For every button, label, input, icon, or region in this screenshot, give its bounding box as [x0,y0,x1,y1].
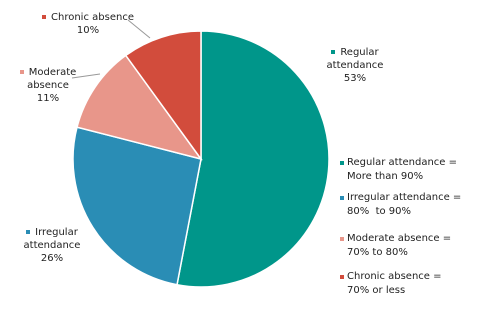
leader-line [127,19,151,39]
data-label: Irregular attendance 26% [12,226,92,265]
legend-label: More than 90% [347,171,424,182]
pie-slice [176,30,330,288]
label-name-line: Chronic absence [18,11,158,24]
label-value: 10% [76,25,100,36]
legend-label: 70% or less [347,285,406,296]
legend-label: Irregular attendance = [347,192,462,203]
legend-entry: Irregular attendance = 80% to 90% [340,191,461,219]
label-value: 11% [36,93,60,104]
legend-entry: Moderate absence = 70% to 80% [340,232,451,260]
legend-swatch [340,161,344,165]
legend-label: Chronic absence = [347,271,442,282]
label-name: Regular attendance [326,47,384,71]
label-name-line: Regular attendance [315,46,395,72]
label-name-line: Irregular attendance [12,226,92,252]
leader-line [71,73,101,79]
label-value: 26% [40,253,64,264]
pie-slice [124,30,202,162]
legend-swatch [340,237,344,241]
label-bullet [331,50,336,54]
legend-label: 70% to 80% [347,247,408,258]
data-label: Regular attendance 53% [315,46,395,85]
label-name: Moderate absence [27,67,77,91]
legend-entry: Chronic absence = 70% or less [340,270,442,298]
label-name: Chronic absence [51,12,134,23]
data-label: Moderate absence 11% [8,66,88,105]
pie-slice [76,54,203,161]
legend-label: Regular attendance = [347,157,458,168]
label-name-line: Moderate absence [8,66,88,92]
label-value: 53% [343,73,367,84]
label-bullet [19,70,24,74]
label-bullet [26,230,31,234]
legend-swatch [340,196,344,200]
legend-label: 80% to 90% [347,206,412,217]
pie-slice [72,126,202,286]
legend-swatch [340,275,344,279]
label-name: Irregular attendance [23,227,81,251]
data-label: Chronic absence 10% [18,11,158,37]
legend-entry: Regular attendance = More than 90% [340,156,457,184]
legend-label: Moderate absence = [347,233,452,244]
label-bullet [42,15,47,19]
